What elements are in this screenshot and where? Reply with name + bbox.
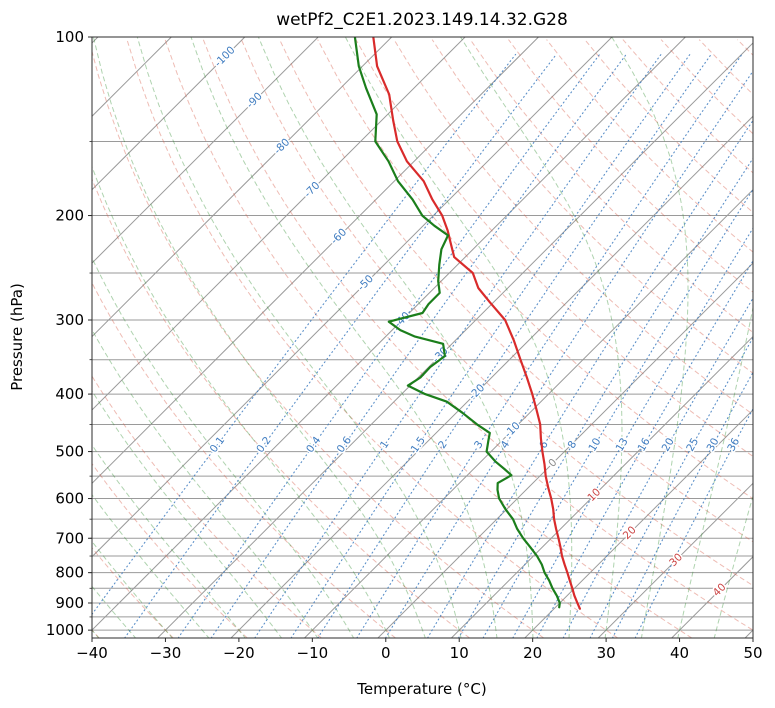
moist-adiabats (92, 37, 753, 638)
mixing-ratio-label: 13 (614, 436, 631, 454)
y-tick-label: 200 (55, 207, 84, 225)
y-tick-label: 100 (55, 28, 84, 46)
y-tick-label: 1000 (46, 621, 84, 639)
isotherms (92, 37, 753, 638)
y-tick-label: 400 (55, 385, 84, 403)
mixing-ratio-label: 25 (684, 436, 701, 454)
x-tick-label: −10 (297, 644, 329, 662)
x-tick-label: 0 (381, 644, 391, 662)
mixing-ratio-label: 1 (378, 439, 392, 451)
mixing-ratio-label: 6 (537, 439, 551, 451)
pressure-gridlines (92, 37, 753, 631)
axes-frame: −40 −30 −20 −10 0 10 20 30 40 50 100 200 300 400 500 60… (46, 28, 763, 662)
y-tick-label: 300 (55, 311, 84, 329)
plot-root: -100-90-80-70-60-50-40-30-20-10010203040… (46, 28, 763, 662)
mixing-ratio-label: 20 (660, 436, 677, 454)
x-tick-label: 40 (670, 644, 689, 662)
plot-area: -100-90-80-70-60-50-40-30-20-10010203040… (92, 37, 753, 638)
mixing-ratio-label: 36 (725, 436, 742, 454)
x-tick-label: 50 (743, 644, 762, 662)
x-tick-label: −20 (223, 644, 255, 662)
x-tick-label: 30 (597, 644, 616, 662)
mixing-ratio-label: 3 (472, 439, 486, 451)
temperature-line (372, 37, 581, 610)
chart-title: wetPf2_C2E1.2023.149.14.32.G28 (276, 10, 568, 30)
mixing-ratio-label: 30 (705, 436, 722, 453)
y-tick-label: 900 (55, 594, 84, 612)
x-tick-label: 20 (523, 644, 542, 662)
x-tick-label: −30 (150, 644, 182, 662)
y-tick-label: 600 (55, 490, 84, 508)
y-tick-label: 500 (55, 443, 84, 461)
y-tick-label: 700 (55, 529, 84, 547)
y-axis-label: Pressure (hPa) (8, 283, 26, 391)
dewpoint-line (353, 37, 561, 609)
x-axis-label: Temperature (°C) (356, 680, 486, 698)
mixing-ratio-label: 10 (586, 436, 603, 454)
x-tick-label: −40 (76, 644, 108, 662)
y-tick-label: 800 (55, 564, 84, 582)
sounding-curves (353, 37, 581, 610)
dry-adiabats (92, 39, 753, 638)
x-tick-label: 10 (450, 644, 469, 662)
